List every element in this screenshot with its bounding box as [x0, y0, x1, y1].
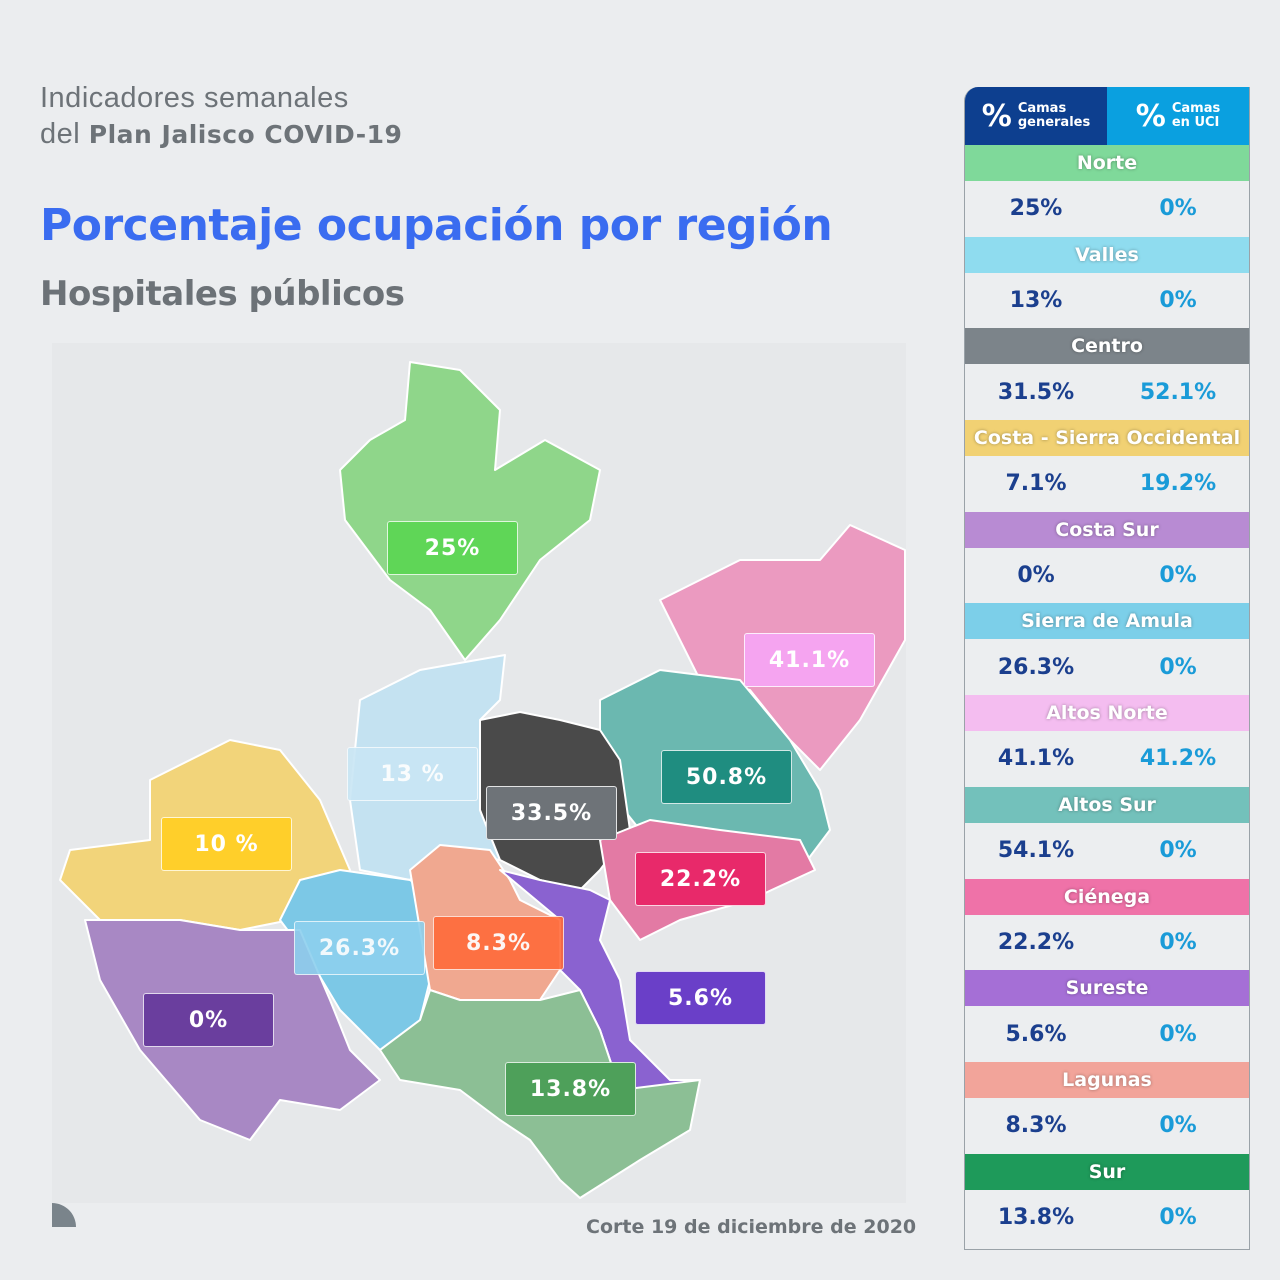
col-uci-line2: en UCI: [1171, 115, 1220, 130]
table-row: 7.1% 19.2%: [965, 456, 1249, 512]
icu-beds-value: 0%: [1159, 1021, 1197, 1047]
table-row: 25% 0%: [965, 181, 1249, 237]
col-general-line1: Camas: [1017, 101, 1067, 116]
region-header: Costa Sur: [965, 511, 1249, 548]
table-row: 8.3% 0%: [965, 1098, 1249, 1154]
region-header: Lagunas: [965, 1061, 1249, 1098]
region-percent-label: 22.2%: [635, 852, 766, 906]
general-beds-value: 41.1%: [997, 746, 1075, 772]
general-beds-value: 25%: [1009, 196, 1063, 222]
region-header: Altos Sur: [965, 786, 1249, 823]
table-row: 41.1% 41.2%: [965, 731, 1249, 787]
general-beds-value: 5.6%: [1005, 1021, 1067, 1047]
region-header: Centro: [965, 328, 1249, 365]
general-beds-value: 26.3%: [997, 654, 1075, 680]
col-general-label: Camas generales: [1018, 102, 1090, 130]
icu-beds-value: 0%: [1159, 1113, 1197, 1139]
col-header-general: % Camas generales: [965, 87, 1107, 145]
table-row: 13% 0%: [965, 273, 1249, 329]
icu-beds-value: 0%: [1159, 196, 1197, 222]
page-subtitle: Hospitales públicos: [40, 274, 405, 314]
region-percent-label: 26.3%: [294, 921, 425, 975]
icu-beds-value: 0%: [1159, 288, 1197, 314]
table-row: 26.3% 0%: [965, 639, 1249, 695]
region-percent-label: 41.1%: [744, 633, 875, 687]
general-beds-value: 13.8%: [997, 1204, 1075, 1230]
icu-beds-value: 0%: [1159, 929, 1197, 955]
kicker-prefix: del: [40, 118, 89, 150]
col-uci-line1: Camas: [1171, 101, 1221, 116]
general-beds-value: 22.2%: [997, 929, 1075, 955]
region-percent-label: 25%: [387, 521, 518, 575]
region-header: Valles: [965, 236, 1249, 273]
kicker-line-2: del Plan Jalisco COVID-19: [40, 118, 402, 151]
percent-icon: %: [981, 98, 1012, 134]
region-header: Norte: [965, 145, 1249, 181]
table-header: % Camas generales % Camas en UCI: [965, 87, 1249, 145]
region-header: Sur: [965, 1153, 1249, 1190]
region-percent-label: 10 %: [161, 817, 292, 871]
icu-beds-value: 0%: [1159, 838, 1197, 864]
page-title: Porcentaje ocupación por región: [40, 200, 833, 251]
icu-beds-value: 0%: [1159, 654, 1197, 680]
general-beds-value: 0%: [1017, 563, 1055, 589]
general-beds-value: 7.1%: [1005, 471, 1067, 497]
table-row: 54.1% 0%: [965, 823, 1249, 879]
plan-name: Plan Jalisco COVID-19: [88, 120, 403, 149]
col-general-line2: generales: [1017, 115, 1091, 130]
percent-icon: %: [1135, 98, 1166, 134]
region-header: Costa - Sierra Occidental: [965, 420, 1249, 457]
general-beds-value: 31.5%: [997, 379, 1075, 405]
general-beds-value: 8.3%: [1005, 1113, 1067, 1139]
region-percent-label: 13 %: [347, 747, 478, 801]
table-row: 22.2% 0%: [965, 915, 1249, 971]
region-header: Sureste: [965, 970, 1249, 1007]
table-row: 13.8% 0%: [965, 1190, 1249, 1246]
table-row: 5.6% 0%: [965, 1006, 1249, 1062]
region-percent-label: 50.8%: [661, 750, 792, 804]
region-percent-label: 8.3%: [433, 916, 564, 970]
cutoff-date: Corte 19 de diciembre de 2020: [586, 1216, 917, 1238]
icu-beds-value: 0%: [1159, 1204, 1197, 1230]
general-beds-value: 13%: [1009, 288, 1063, 314]
col-uci-label: Camas en UCI: [1172, 102, 1220, 130]
table-row: 31.5% 52.1%: [965, 364, 1249, 420]
general-beds-value: 54.1%: [997, 838, 1075, 864]
icu-beds-value: 41.2%: [1139, 746, 1217, 772]
table-row: 0% 0%: [965, 548, 1249, 604]
region-header: Altos Norte: [965, 695, 1249, 732]
icu-beds-value: 0%: [1159, 563, 1197, 589]
occupancy-table: % Camas generales % Camas en UCI Norte 25% 0…: [964, 87, 1250, 1250]
table-body: Norte 25% 0% Valles 13% 0% Centro 31.5% 52.1% Cos…: [965, 145, 1249, 1245]
region-percent-label: 33.5%: [486, 786, 617, 840]
region-percent-label: 0%: [143, 993, 274, 1047]
region-percent-label: 13.8%: [505, 1062, 636, 1116]
icu-beds-value: 52.1%: [1139, 379, 1217, 405]
region-sureste: [499, 869, 701, 1101]
region-header: Ciénega: [965, 878, 1249, 915]
region-percent-label: 5.6%: [635, 971, 766, 1025]
region-norte: [339, 361, 601, 661]
col-header-uci: % Camas en UCI: [1107, 87, 1249, 145]
kicker-line-1: Indicadores semanales: [40, 82, 349, 114]
icu-beds-value: 19.2%: [1139, 471, 1217, 497]
region-header: Sierra de Amula: [965, 603, 1249, 640]
